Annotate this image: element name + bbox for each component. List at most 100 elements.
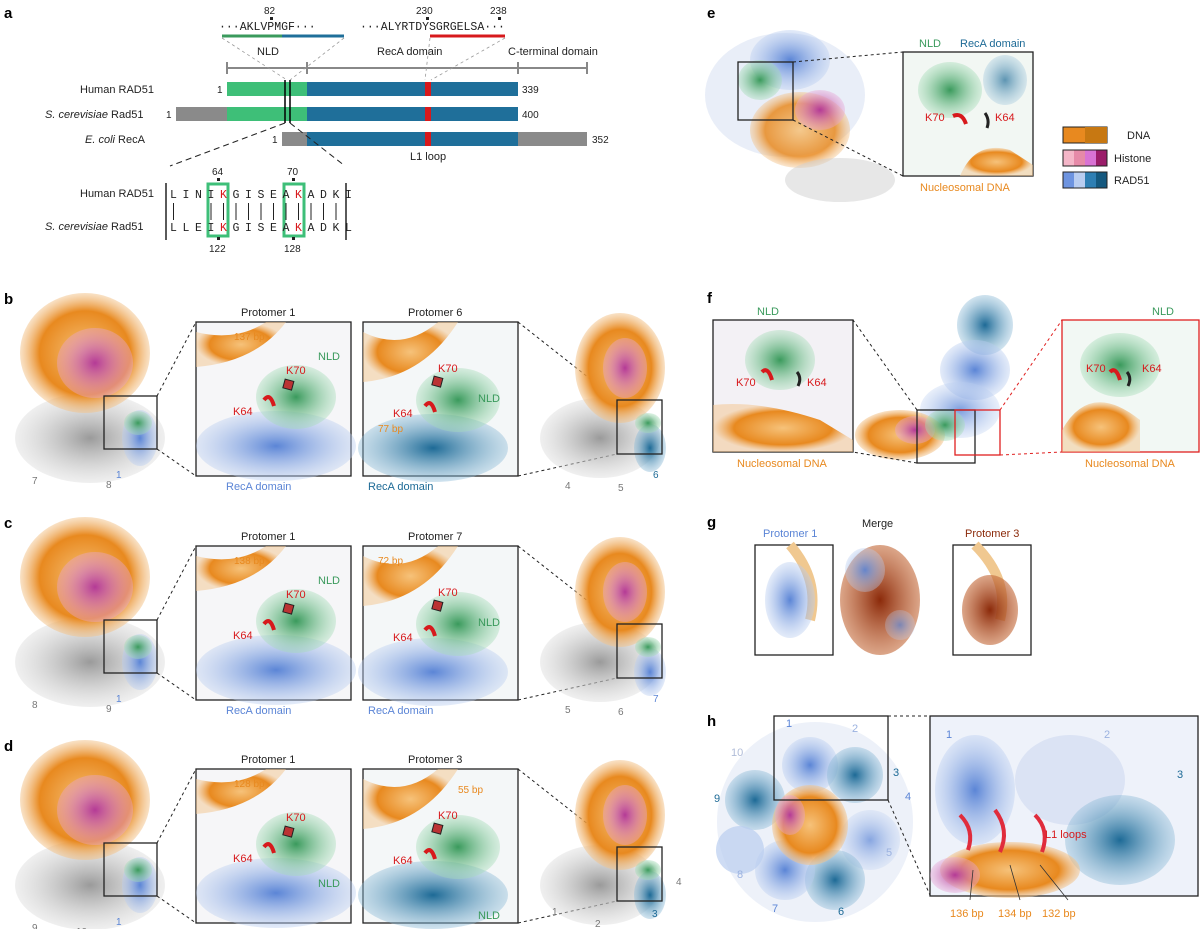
- align-box-64: [206, 182, 230, 238]
- panel-b-right-protomer-number: 5: [618, 483, 624, 494]
- seq-left: ···AKLVPMGF···: [219, 21, 316, 34]
- panel-g: g Protomer 1 Merge Protomer 3: [707, 514, 1032, 656]
- panel-h-ring-number: 3: [893, 767, 899, 779]
- panel-d-left-protomer-number: 10: [76, 927, 88, 929]
- panel-c-left-protomer-number: 1: [116, 694, 122, 705]
- panel-b-k70-1: K70: [286, 365, 306, 377]
- panel-c-nld-2: NLD: [478, 617, 500, 629]
- panel-c-k70-1: K70: [286, 589, 306, 601]
- row-ecoli-reca: [307, 132, 518, 146]
- align-yeast-residue: L: [183, 222, 190, 235]
- panel-b-bp-2: 77 bp: [378, 424, 403, 435]
- align-human-residue: I: [183, 189, 190, 202]
- panel-h-ring-number: 6: [838, 906, 844, 918]
- panel-d-k70-2: K70: [438, 810, 458, 822]
- row-ecoli-label: E. coli RecA: [85, 134, 146, 146]
- align-human-residue: I: [208, 189, 215, 202]
- panel-h-ring-number: 7: [772, 903, 778, 915]
- panel-c-k64-1: K64: [233, 630, 253, 642]
- row-yeast-label: S. cerevisiae Rad51: [45, 109, 143, 121]
- align-human-residue: I: [245, 189, 252, 202]
- panel-b-left-protomer-number: 7: [32, 476, 38, 487]
- panel-d-k70-1: K70: [286, 812, 306, 824]
- domain-cterm-label: C-terminal domain: [508, 46, 598, 58]
- panel-g-protomer3: Protomer 3: [965, 528, 1019, 540]
- panel-b-k70-2: K70: [438, 363, 458, 375]
- panel-g-protomer1: Protomer 1: [763, 528, 817, 540]
- align-yeast-residue: G: [233, 222, 240, 235]
- row-human-start: 1: [217, 85, 223, 96]
- align-yeast-residue: E: [270, 222, 277, 235]
- align-yeast-residue: A: [283, 222, 290, 235]
- row-yeast-nterm: [176, 107, 227, 121]
- panel-f-zoom-box-left: [916, 409, 976, 464]
- panel-f-nld-right: NLD: [1152, 306, 1174, 318]
- panel-e-nuc-dna: Nucleosomal DNA: [920, 182, 1011, 194]
- align-human-residue: L: [170, 189, 177, 202]
- legend-dna: DNA: [1127, 130, 1151, 142]
- align-yeast-residue: K: [333, 222, 340, 235]
- panel-g-merge: Merge: [862, 518, 893, 530]
- panel-h-bp-132: 132 bp: [1042, 908, 1076, 920]
- panel-c-letter: c: [4, 515, 12, 532]
- panel-e: e NLD RecA domain K70 K64 Nucleosomal DN…: [705, 5, 1151, 202]
- panel-h-zoom-number: 3: [1177, 769, 1183, 781]
- align-human-residue: A: [308, 189, 315, 202]
- panel-c-reca-2: RecA domain: [368, 705, 433, 717]
- panel-h-ring-number: 2: [852, 723, 858, 735]
- legend-histone: Histone: [1114, 153, 1151, 165]
- panel-h-ring-number: 5: [886, 847, 892, 859]
- panel-e-k70: K70: [925, 112, 945, 124]
- row-yeast-l1: [425, 107, 431, 121]
- panel-b-title-2: Protomer 6: [408, 307, 462, 319]
- align-yeast-residue: A: [308, 222, 315, 235]
- panel-d-right-protomer-number: 2: [595, 919, 601, 929]
- row-yeast-nld: [227, 107, 307, 121]
- panel-e-zoom-box: [737, 61, 794, 121]
- panel-d-k64-1: K64: [233, 853, 253, 865]
- panel-f-zoom-box-right: [954, 409, 1001, 456]
- domain-nld-label: NLD: [257, 46, 279, 58]
- panel-h-ring-number: 9: [714, 793, 720, 805]
- panel-f-k64-left: K64: [807, 377, 827, 389]
- panel-b-title-1: Protomer 1: [241, 307, 295, 319]
- panel-d-right-protomer-number: 4: [676, 877, 682, 888]
- row-yeast-start: 1: [166, 110, 172, 121]
- align-human-residue: A: [283, 189, 290, 202]
- panel-e-letter: e: [707, 5, 715, 22]
- panel-d-right-protomer-number: 3: [652, 909, 658, 920]
- domain-reca-label: RecA domain: [377, 46, 442, 58]
- panel-b-nld-1: NLD: [318, 351, 340, 363]
- panel-c-k70-2: K70: [438, 587, 458, 599]
- panel-f-nuc-dna-left: Nucleosomal DNA: [737, 458, 828, 470]
- panel-b-right-protomer-number: 4: [565, 481, 571, 492]
- panel-d-left-protomer-number: 9: [32, 923, 38, 929]
- panel-f-k70-right: K70: [1086, 363, 1106, 375]
- align-yeast-residue: S: [258, 222, 265, 235]
- panel-b-zoom-box-left: [103, 395, 158, 450]
- align-box-70: [282, 182, 306, 238]
- align-yeast-residue: L: [345, 222, 352, 235]
- panel-c-right-protomer-number: 6: [618, 707, 624, 718]
- seq-right-tick-2: [498, 17, 501, 20]
- panel-c-right-protomer-number: 7: [653, 694, 659, 705]
- panel-b-k64-1: K64: [233, 406, 253, 418]
- seq-right: ···ALYRTDYSGRGELSA···: [360, 21, 505, 34]
- align-human-residue: D: [320, 189, 327, 202]
- panel-c-reca-1: RecA domain: [226, 705, 291, 717]
- panel-c-left-protomer-number: 9: [106, 704, 112, 715]
- seq-right-number-2: 238: [490, 6, 507, 17]
- align-human-label: Human RAD51: [80, 188, 154, 200]
- row-human-reca: [307, 82, 518, 96]
- panel-a-letter: a: [4, 5, 13, 22]
- row-yeast-reca: [307, 107, 518, 121]
- align-human-residue: E: [270, 189, 277, 202]
- panel-c-bp-1: 138 bp: [234, 556, 265, 567]
- panel-d-title-2: Protomer 3: [408, 754, 462, 766]
- panel-d-nld-2: NLD: [478, 910, 500, 922]
- panel-h-ring-number: 10: [731, 747, 743, 759]
